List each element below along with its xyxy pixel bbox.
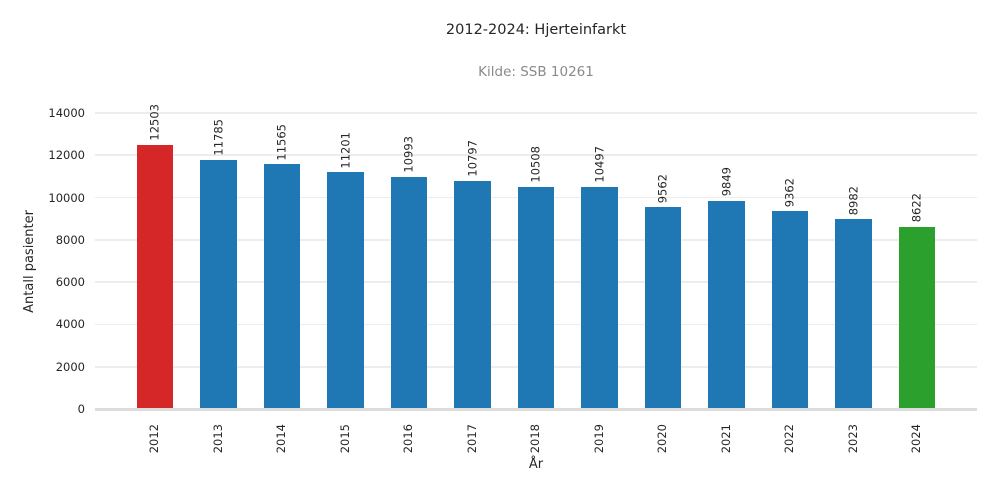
bar-group-2015: 11201 [327, 113, 364, 409]
bar-2022 [771, 211, 809, 409]
bar-2020 [644, 206, 682, 409]
x-tick-label-2014: 2014 [274, 424, 289, 454]
bar-group-2016: 10993 [390, 113, 428, 409]
bar-group-2018: 10508 [517, 113, 555, 409]
x-tick-label-2017: 2017 [464, 424, 479, 454]
x-tick-label-2018: 2018 [528, 424, 543, 454]
bar-2013 [200, 159, 237, 409]
plot-area: 12503 11785 11565 11201 10993 10797 10508 10497… [95, 104, 977, 409]
bar-group-2020: 9562 [644, 113, 682, 409]
y-axis-tick-labels: 0 2000 4000 6000 8000 10000 12000 14000 [0, 106, 85, 416]
bar-value-label-2024: 8622 [909, 193, 924, 223]
bar-2017 [454, 180, 491, 409]
x-tick-label-2023: 2023 [845, 424, 860, 454]
gridline-y-14000 [95, 112, 977, 114]
gridline-y-12000 [95, 154, 977, 157]
x-axis-title: År [528, 457, 544, 472]
y-tick-label-0: 0 [77, 402, 85, 416]
bar-value-label-2021: 9849 [718, 167, 733, 197]
bar-value-label-2016: 10993 [401, 135, 416, 173]
bar-value-label-2020: 9562 [655, 173, 670, 203]
bar-value-label-2022: 9362 [782, 177, 797, 208]
bar-2015 [327, 172, 364, 409]
bar-2016 [390, 176, 428, 409]
bar-value-label-2019: 10497 [591, 146, 606, 184]
bar-group-2022: 9362 [771, 113, 809, 409]
x-axis-line [95, 407, 977, 411]
chart-title: 2012-2024: Hjerteinfarkt [445, 22, 627, 38]
bar-2024 [898, 226, 936, 409]
bar-group-2013: 11785 [200, 113, 237, 409]
bar-group-2021: 9849 [708, 113, 745, 409]
bar-group-2017: 10797 [454, 113, 491, 409]
bar-value-label-2012: 12503 [147, 104, 162, 141]
bar-value-label-2015: 11201 [337, 131, 352, 169]
y-tick-label-4000: 4000 [55, 317, 85, 332]
x-tick-label-2020: 2020 [655, 424, 670, 454]
bar-2021 [708, 200, 745, 409]
bar-2018 [517, 186, 555, 409]
bar-2012 [136, 144, 174, 409]
bar-group-2014: 11565 [263, 113, 301, 409]
x-tick-label-2012: 2012 [147, 424, 162, 454]
y-tick-label-8000: 8000 [55, 232, 85, 247]
bar-value-label-2014: 11565 [274, 123, 289, 161]
bar-2023 [835, 219, 872, 409]
y-tick-label-2000: 2000 [55, 359, 85, 374]
x-tick-label-2021: 2021 [718, 424, 733, 454]
bar-value-label-2023: 8982 [845, 185, 860, 216]
x-tick-label-2022: 2022 [782, 424, 797, 454]
bar-group-2024: 8622 [898, 113, 936, 409]
bar-2019 [581, 187, 618, 409]
x-tick-label-2013: 2013 [210, 424, 225, 454]
bar-value-label-2013: 11785 [210, 119, 225, 156]
x-tick-label-2016: 2016 [401, 424, 416, 454]
x-tick-label-2019: 2019 [591, 424, 606, 454]
y-tick-label-10000: 10000 [48, 190, 85, 205]
bar-group-2012: 12503 [136, 104, 174, 409]
bar-group-2023: 8982 [835, 113, 872, 409]
chart-subtitle: Kilde: SSB 10261 [478, 64, 594, 80]
bar-value-label-2017: 10797 [464, 140, 479, 177]
bar-value-label-2018: 10508 [528, 146, 543, 183]
x-tick-label-2024: 2024 [909, 424, 924, 454]
y-tick-label-14000: 14000 [48, 106, 85, 120]
bar-2014 [263, 164, 301, 409]
bar-group-2019: 10497 [581, 113, 618, 409]
y-tick-label-6000: 6000 [55, 275, 85, 290]
x-tick-label-2015: 2015 [337, 424, 352, 454]
y-tick-label-12000: 12000 [48, 148, 85, 163]
